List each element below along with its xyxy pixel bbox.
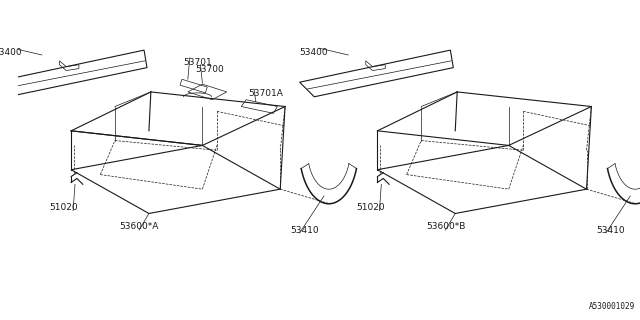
Text: 51020: 51020 (356, 203, 385, 212)
Text: 53410: 53410 (596, 226, 625, 235)
Text: 53410: 53410 (290, 226, 319, 235)
Text: A530001029: A530001029 (589, 302, 635, 311)
Text: 53400: 53400 (300, 48, 328, 57)
Text: 51020: 51020 (50, 203, 78, 212)
Text: 53700: 53700 (196, 65, 225, 74)
Text: 53701: 53701 (183, 58, 212, 67)
Text: 53701A: 53701A (248, 89, 283, 98)
Text: 53600*A: 53600*A (120, 222, 159, 231)
Text: 53400: 53400 (0, 48, 22, 57)
Text: 53600*B: 53600*B (426, 222, 465, 231)
